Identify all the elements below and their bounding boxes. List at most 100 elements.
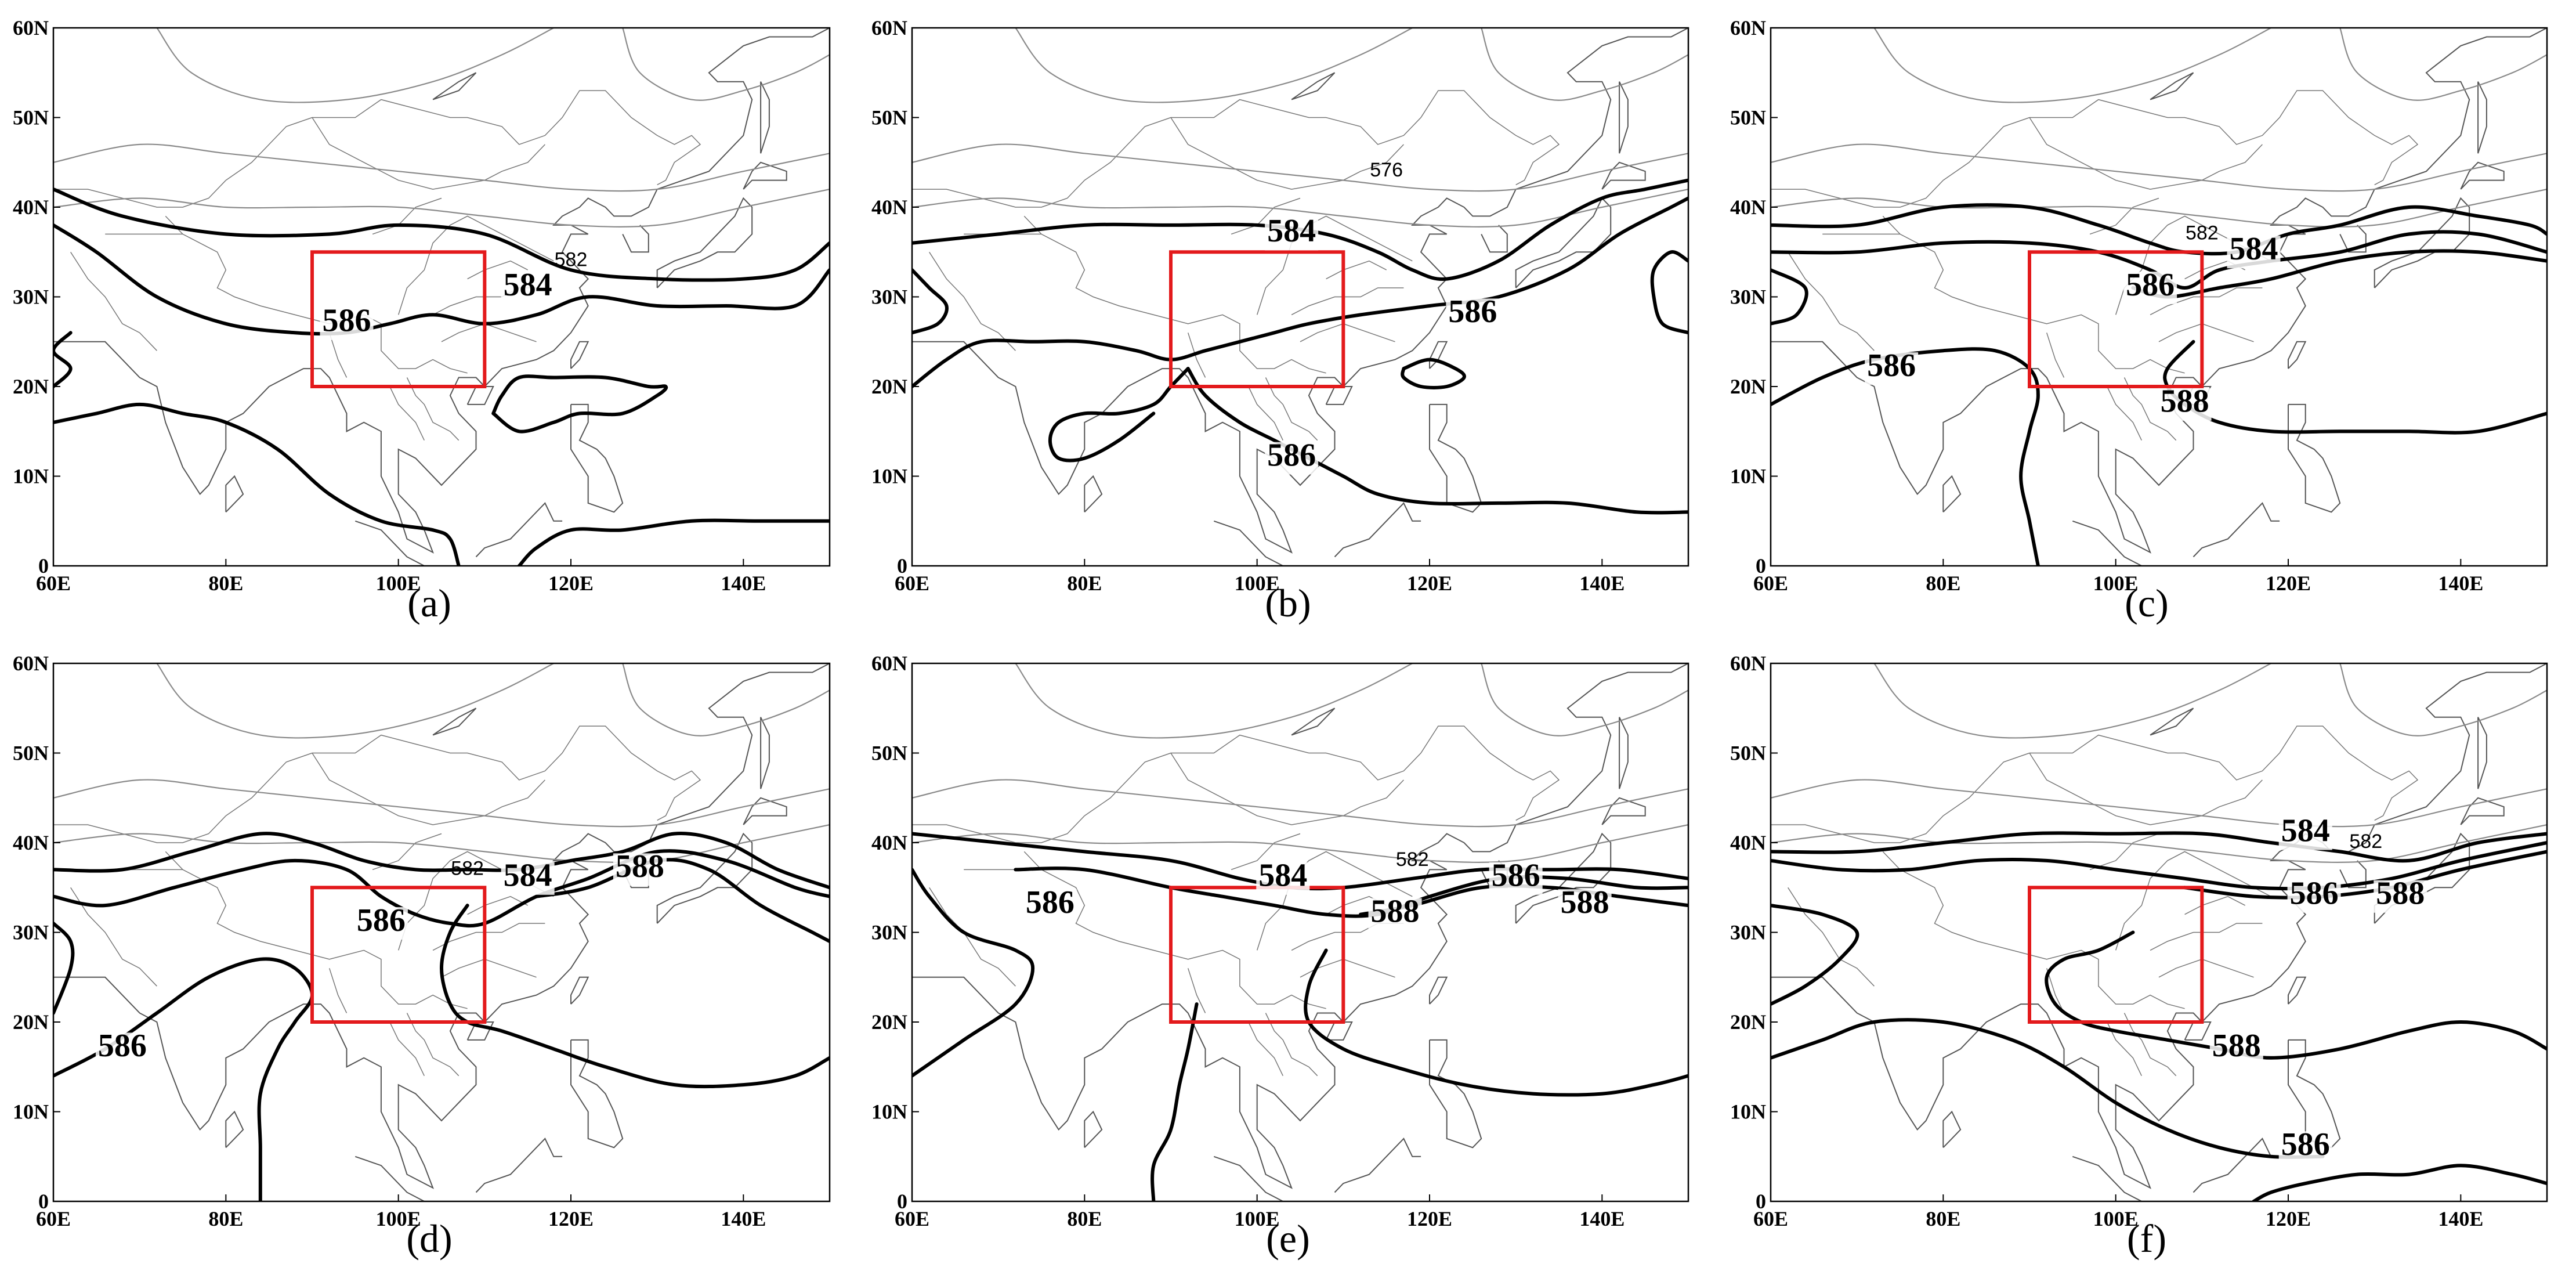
coastline (622, 225, 649, 253)
y-tick-label: 60N (1730, 652, 1766, 675)
coastline (1084, 1110, 1103, 1148)
border-line (441, 959, 537, 978)
y-tick-label: 30N (1730, 921, 1766, 944)
contour-label-bg (2227, 236, 2281, 269)
study-region-box (2028, 250, 2204, 388)
y-tick-label: 20N (13, 375, 49, 398)
contour-label-bg (95, 1032, 149, 1066)
contour-label: 584 (1258, 858, 1307, 894)
thick-contour (1186, 367, 1688, 515)
x-tick-label: 120E (548, 1207, 594, 1230)
thin-contour (156, 28, 554, 103)
contours (1771, 663, 2547, 1201)
coastline (466, 1021, 494, 1041)
contour-label-bg (1558, 889, 1612, 922)
border-line (312, 117, 545, 190)
coastline (570, 403, 624, 513)
x-tick-label: 140E (721, 1207, 766, 1230)
y-tick-label: 10N (1730, 465, 1766, 488)
contour-label: 584 (504, 858, 552, 894)
coastline (1291, 707, 1336, 736)
contours (1771, 28, 2547, 566)
thin-contour (2339, 28, 2547, 101)
coastline (1619, 81, 1629, 154)
border-line (53, 180, 226, 208)
study-region-box (310, 886, 487, 1024)
thin-contour (622, 28, 830, 101)
coastline (354, 1156, 425, 1201)
border-line (1300, 323, 1395, 342)
y-tick-label: 0 (38, 554, 49, 577)
x-tick-label: 140E (1579, 1207, 1625, 1230)
thick-contour (2163, 340, 2547, 435)
y-tick-label: 50N (871, 106, 907, 129)
coastline (2288, 403, 2341, 513)
panel-caption: (c) (2125, 581, 2169, 625)
contours (53, 28, 830, 566)
x-tick-label: 140E (1579, 572, 1625, 595)
contour-label: 586 (1267, 437, 1316, 473)
y-tick-label: 50N (871, 742, 907, 765)
coastline (1334, 502, 1421, 558)
contour-label: 584 (1267, 213, 1316, 249)
border-line (1084, 90, 1560, 186)
border-line (389, 1021, 425, 1077)
coastline (1429, 1039, 1482, 1149)
thick-contour (53, 832, 830, 890)
contour-label: 586 (1026, 884, 1074, 920)
coastline (1325, 386, 1353, 405)
thick-contour (1771, 841, 2547, 891)
thick-contour (1771, 904, 1859, 1006)
panel-caption: (a) (407, 581, 451, 625)
border-line (372, 197, 442, 235)
border-line (467, 260, 529, 280)
x-tick-label: 60E (1753, 1207, 1788, 1230)
contour-label: 582 (555, 249, 588, 271)
coastline (225, 1110, 244, 1148)
x-tick-label: 120E (1407, 572, 1452, 595)
map-panel-c: 582 584 586 586 588 60E 80E 100E 120E 140E 60N 50N… (1730, 16, 2548, 595)
y-tick-label: 40N (871, 831, 907, 854)
border-line (2184, 896, 2246, 915)
coastline (2288, 1039, 2341, 1149)
contour-label: 588 (616, 848, 664, 884)
y-tick-label: 0 (1756, 1190, 1766, 1213)
coastline (2193, 1138, 2280, 1193)
y-tick-label: 10N (1730, 1100, 1766, 1124)
axes: 60E 80E 100E 120E 140E 60N 50N 40N 30N 20N 10N 0 (13, 16, 831, 595)
thin-contour (1771, 824, 2547, 863)
coastline (432, 72, 477, 100)
thick-contour (53, 331, 73, 388)
contours (53, 663, 830, 1201)
contour-label: 586 (2281, 1126, 2330, 1162)
thick-contour (1650, 250, 1688, 335)
contour-label-bg (320, 307, 374, 340)
thick-contour (912, 178, 1688, 281)
border-line (312, 753, 545, 825)
contour-label: 582 (2349, 831, 2382, 853)
border-line (1248, 1021, 1283, 1077)
coastline (1942, 1110, 1962, 1148)
contour-label-bg (1265, 218, 1319, 251)
contour-label-bg (2287, 880, 2341, 913)
thick-contour (53, 187, 830, 282)
contour-label-bg (1256, 862, 1310, 895)
y-tick-label: 40N (13, 196, 49, 219)
contour-label: 582 (451, 857, 484, 879)
contour-label: 588 (2161, 384, 2209, 420)
thin-contour (53, 143, 830, 192)
contour-label: 576 (1370, 159, 1403, 181)
region-box (310, 886, 487, 1024)
coastline (760, 717, 770, 789)
border-line (2046, 333, 2065, 378)
coastline (2184, 1021, 2212, 1041)
x-tick-label: 80E (1926, 1207, 1960, 1230)
axes: 60E 80E 100E 120E 140E 60N 50N 40N 30N 20N 10N 0 (1730, 16, 2548, 595)
region-box (2028, 250, 2204, 388)
y-tick-label: 10N (871, 465, 907, 488)
coastline (466, 386, 494, 405)
border-line (2150, 287, 2263, 316)
x-tick-label: 100E (2093, 572, 2139, 595)
border-line (1265, 1013, 1318, 1077)
